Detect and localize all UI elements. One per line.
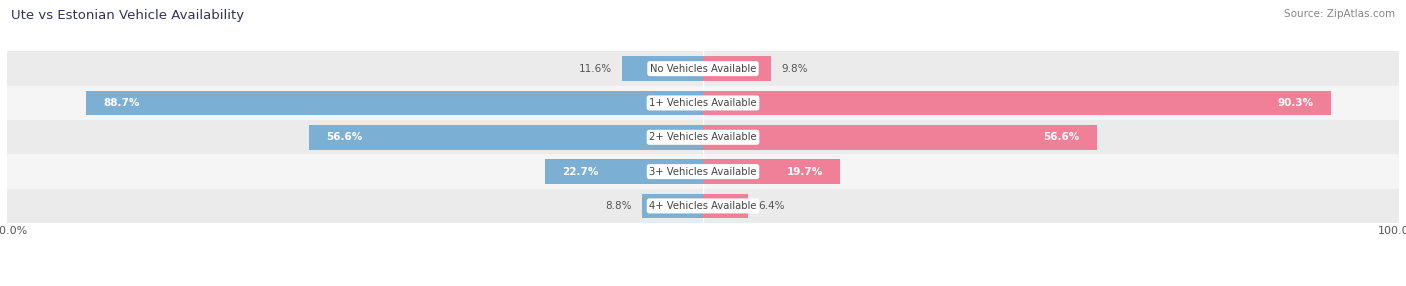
Bar [703,159,841,184]
Text: No Vehicles Available: No Vehicles Available [650,64,756,74]
Bar [86,91,703,115]
Text: 56.6%: 56.6% [1043,132,1080,142]
Bar [703,194,748,218]
Bar [703,91,1331,115]
Bar [703,125,1097,150]
Bar [623,56,703,81]
Text: 90.3%: 90.3% [1278,98,1315,108]
Text: 11.6%: 11.6% [579,64,612,74]
Text: 6.4%: 6.4% [758,201,785,211]
Text: Ute vs Estonian Vehicle Availability: Ute vs Estonian Vehicle Availability [11,9,245,21]
Bar [546,159,703,184]
Text: 2+ Vehicles Available: 2+ Vehicles Available [650,132,756,142]
Text: 3+ Vehicles Available: 3+ Vehicles Available [650,167,756,176]
Bar [703,56,772,81]
Bar [309,125,703,150]
Text: 19.7%: 19.7% [786,167,823,176]
Bar [7,189,1399,223]
Text: 8.8%: 8.8% [605,201,631,211]
Text: 22.7%: 22.7% [562,167,599,176]
Bar [7,120,1399,154]
Bar [641,194,703,218]
Text: Source: ZipAtlas.com: Source: ZipAtlas.com [1284,9,1395,19]
Text: 1+ Vehicles Available: 1+ Vehicles Available [650,98,756,108]
Bar [7,86,1399,120]
Legend: Ute, Estonian: Ute, Estonian [644,284,762,286]
Bar [7,154,1399,189]
Bar [7,51,1399,86]
Text: 88.7%: 88.7% [103,98,139,108]
Text: 9.8%: 9.8% [782,64,808,74]
Text: 4+ Vehicles Available: 4+ Vehicles Available [650,201,756,211]
Text: 56.6%: 56.6% [326,132,363,142]
